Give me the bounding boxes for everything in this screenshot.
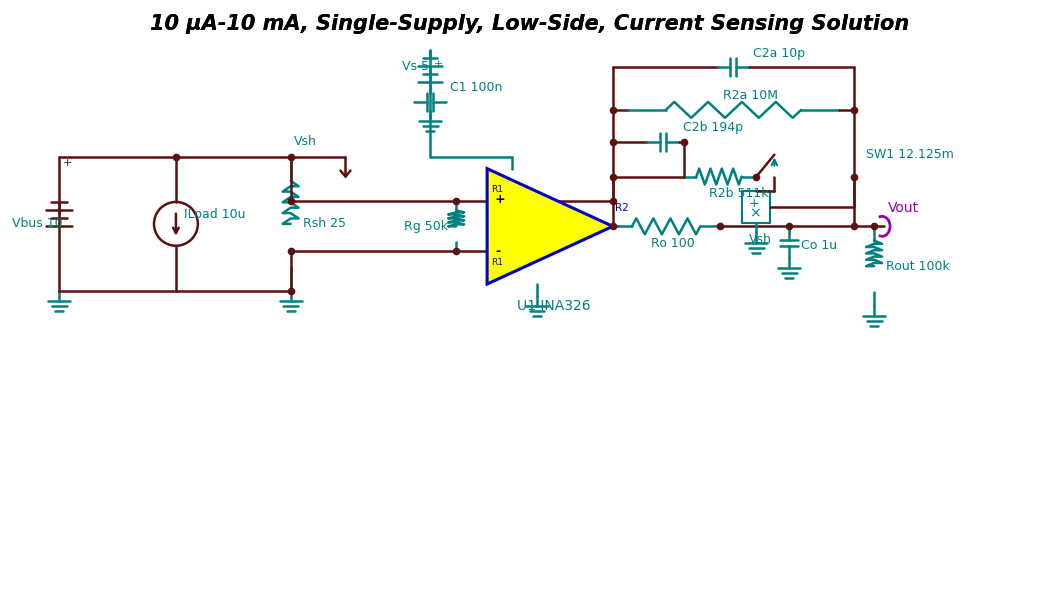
- Text: Vout: Vout: [888, 201, 919, 215]
- Text: U1 INA326: U1 INA326: [517, 299, 591, 313]
- Text: -: -: [495, 245, 500, 257]
- Text: 10 μA-10 mA, Single-Supply, Low-Side, Current Sensing Solution: 10 μA-10 mA, Single-Supply, Low-Side, Cu…: [151, 14, 909, 35]
- Text: Rout 100k: Rout 100k: [886, 260, 950, 272]
- Text: Rsh 25: Rsh 25: [302, 218, 346, 230]
- Text: ×: ×: [749, 206, 761, 221]
- Text: +: +: [748, 197, 759, 210]
- Text: C2b 194p: C2b 194p: [682, 122, 743, 134]
- Polygon shape: [487, 169, 613, 284]
- Text: R2a 10M: R2a 10M: [724, 89, 779, 103]
- Text: 10 μA-10 mA, Single-Supply, Low-Side, Current Sensing Solution: 10 μA-10 mA, Single-Supply, Low-Side, Cu…: [151, 14, 909, 35]
- Text: R1: R1: [491, 257, 503, 266]
- Text: Vbus 10: Vbus 10: [13, 218, 63, 230]
- Text: Ro 100: Ro 100: [651, 237, 695, 250]
- Text: R2: R2: [614, 203, 628, 213]
- Text: Vsh: Vsh: [748, 233, 771, 246]
- Text: Vs 5: Vs 5: [402, 60, 430, 73]
- Text: Rg 50k: Rg 50k: [404, 220, 449, 233]
- Text: ILoad 10u: ILoad 10u: [184, 209, 245, 221]
- Text: C1 100n: C1 100n: [450, 82, 503, 95]
- Text: +: +: [64, 157, 72, 167]
- Text: SW1 12.125m: SW1 12.125m: [866, 148, 954, 161]
- Text: R1: R1: [491, 185, 503, 194]
- Text: +: +: [495, 193, 506, 206]
- Text: Co 1u: Co 1u: [801, 239, 837, 252]
- Text: +: +: [434, 59, 443, 69]
- Text: C2a 10p: C2a 10p: [753, 46, 805, 60]
- Text: R2b 511k: R2b 511k: [709, 187, 768, 200]
- Text: Vsh: Vsh: [294, 135, 316, 148]
